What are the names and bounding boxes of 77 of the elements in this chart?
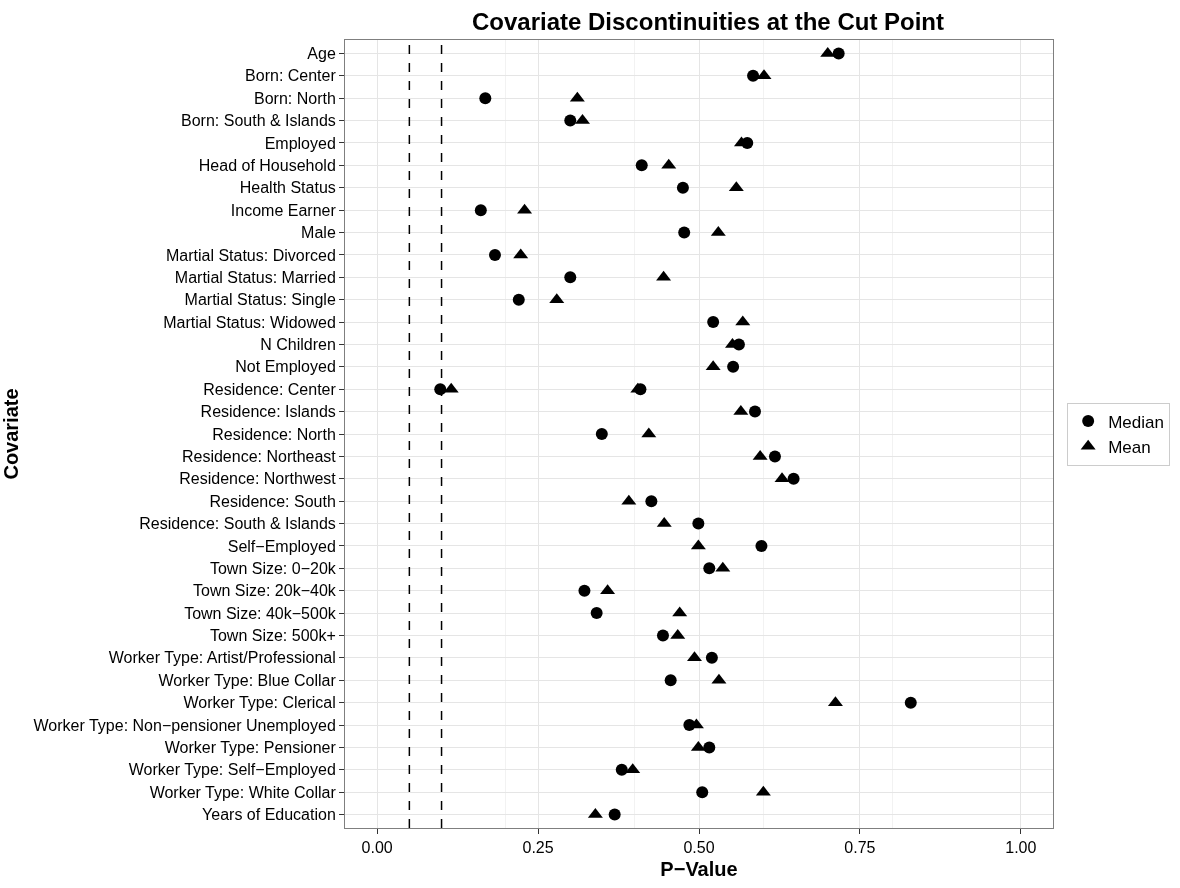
point <box>787 472 800 485</box>
y-tick-label: Town Size: 0−20k <box>209 559 337 577</box>
point <box>479 92 492 105</box>
point <box>578 584 591 597</box>
point <box>705 651 718 664</box>
point <box>678 226 691 239</box>
y-tick-label: Martial Status: Divorced <box>165 246 336 264</box>
y-tick-label: Employed <box>264 134 336 152</box>
y-tick-label: Age <box>307 45 336 63</box>
y-tick-label: Martial Status: Widowed <box>163 313 336 331</box>
point <box>707 316 720 329</box>
y-tick-label: Residence: Islands <box>200 403 336 421</box>
point <box>768 450 781 463</box>
point <box>474 204 487 217</box>
y-tick-label: Worker Type: Self−Employed <box>128 761 336 779</box>
y-tick-label: Head of Household <box>198 156 336 174</box>
y-tick-label: Residence: South <box>209 492 336 510</box>
point <box>635 159 648 172</box>
y-tick-label: Born: North <box>253 89 336 107</box>
y-tick-label: Born: South & Islands <box>181 112 336 130</box>
y-tick-label: Town Size: 500k+ <box>209 627 336 645</box>
y-tick-label: Self−Employed <box>227 537 336 555</box>
y-tick-label: Worker Type: Blue Collar <box>158 671 337 689</box>
y-tick-label: Worker Type: Pensioner <box>164 739 337 757</box>
y-tick-label: Martial Status: Single <box>184 291 336 309</box>
x-tick-label: 0.75 <box>844 839 876 857</box>
point <box>564 114 577 127</box>
y-tick-label: Town Size: 20k−40k <box>193 582 337 600</box>
point <box>692 517 705 530</box>
x-tick-label: 0.00 <box>361 839 393 857</box>
y-tick-label: Martial Status: Married <box>174 268 336 286</box>
y-tick-label: Worker Type: White Collar <box>149 783 337 801</box>
y-tick-label: N Children <box>260 336 336 354</box>
chart-title: Covariate Discontinuities at the Cut Point <box>471 8 945 36</box>
point <box>703 741 716 754</box>
x-tick-label: 1.00 <box>1005 839 1037 857</box>
legend-label: Median <box>1108 412 1164 432</box>
point <box>676 181 689 194</box>
y-tick-label: Residence: North <box>212 425 336 443</box>
point <box>512 293 525 306</box>
y-tick-label: Years of Education <box>202 806 336 824</box>
point <box>703 562 716 575</box>
point <box>696 786 709 799</box>
y-tick-label: Worker Type: Artist/Professional <box>108 649 336 667</box>
y-tick-label: Health Status <box>239 179 336 197</box>
y-tick-label: Income Earner <box>230 201 337 219</box>
point <box>755 539 768 552</box>
y-tick-label: Residence: South & Islands <box>139 515 336 533</box>
point <box>747 69 760 82</box>
y-axis-title: Covariate <box>0 388 22 480</box>
point <box>832 47 845 60</box>
y-tick-label: Residence: Northwest <box>179 470 337 488</box>
point <box>656 629 669 642</box>
y-tick-label: Born: Center <box>245 67 337 85</box>
legend-label: Mean <box>1108 437 1151 457</box>
y-tick-label: Male <box>301 224 336 242</box>
y-tick-label: Town Size: 40k−500k <box>184 604 337 622</box>
y-tick-label: Residence: Northeast <box>181 447 337 465</box>
y-tick-label: Worker Type: Non−pensioner Unemployed <box>33 716 336 734</box>
point <box>608 808 621 821</box>
point <box>488 248 501 261</box>
point <box>904 696 917 709</box>
x-tick-label: 0.25 <box>522 839 554 857</box>
y-tick-label: Residence: Center <box>203 380 337 398</box>
point <box>590 607 603 620</box>
point <box>749 405 761 418</box>
x-tick-label: 0.50 <box>683 839 715 857</box>
y-tick-label: Not Employed <box>235 358 336 376</box>
point <box>727 360 740 373</box>
x-axis-title: P−Value <box>660 857 738 880</box>
point <box>595 428 608 440</box>
point <box>615 763 628 776</box>
point <box>664 674 677 687</box>
y-tick-label: Worker Type: Clerical <box>183 694 336 712</box>
point <box>634 383 647 396</box>
point <box>645 495 658 508</box>
point <box>564 271 577 284</box>
